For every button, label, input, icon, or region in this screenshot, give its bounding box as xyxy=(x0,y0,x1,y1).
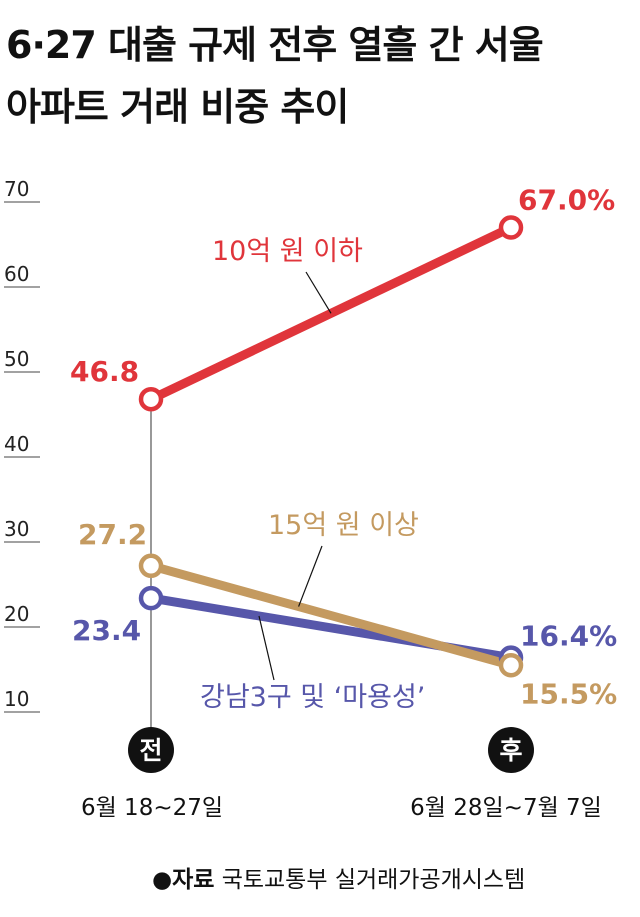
value-label-over-1-5b-before: 27.2 xyxy=(78,518,147,551)
category-date-after: 6월 28일~7월 7일 xyxy=(410,795,602,821)
point-gangnam-before xyxy=(138,585,164,611)
source-note: ●자료 국토교통부 실거래가공개시스템 xyxy=(152,860,525,894)
annotation-leaders xyxy=(258,271,332,681)
chart-title: 6·27 대출 규제 전후 열흘 간 서울 아파트 거래 비중 추이 xyxy=(6,14,636,138)
series-name-over-1-5b: 15억 원 이상 xyxy=(268,510,419,541)
point-under-1b-after xyxy=(498,215,524,240)
point-over-1-5b-after xyxy=(498,653,524,678)
value-label-over-1-5b-after: 15.5% xyxy=(520,677,617,710)
value-label-gangnam-before: 23.4 xyxy=(72,614,141,647)
category-badge-label-after: 후 xyxy=(499,736,522,765)
point-under-1b-before xyxy=(138,386,164,412)
leader-under-1b xyxy=(305,271,332,314)
y-tick-60: 60 xyxy=(4,262,29,286)
leader-gangnam xyxy=(258,615,275,681)
series-points xyxy=(138,215,524,678)
series-name-under-1b: 10억 원 이하 xyxy=(212,236,363,267)
category-badge-after xyxy=(488,727,534,773)
source-text: 국토교통부 실거래가공개시스템 xyxy=(221,867,526,893)
series-lines xyxy=(146,223,516,670)
y-axis-grid: 10 20 30 40 50 60 70 xyxy=(4,177,40,713)
category-badge-label-before: 전 xyxy=(139,736,162,765)
category-badge-before xyxy=(128,727,174,773)
leader-over-1-5b xyxy=(298,545,323,607)
series-name-gangnam: 강남3구 및 ‘마용성’ xyxy=(200,682,425,713)
point-over-1-5b-before xyxy=(138,553,164,579)
y-tick-70: 70 xyxy=(4,177,29,201)
category-date-before: 6월 18~27일 xyxy=(81,795,223,821)
y-tick-30: 30 xyxy=(4,517,29,541)
y-tick-50: 50 xyxy=(4,347,29,371)
value-label-gangnam-after: 16.4% xyxy=(520,620,617,653)
y-tick-40: 40 xyxy=(4,432,29,456)
category-badges: 전 6월 18~27일 후 6월 28일~7월 7일 xyxy=(81,727,602,821)
value-label-under-1b-before: 46.8 xyxy=(70,355,139,388)
y-tick-10: 10 xyxy=(4,687,29,711)
y-tick-20: 20 xyxy=(4,602,29,626)
title-line-1: 6·27 대출 규제 전후 열흘 간 서울 xyxy=(6,23,544,67)
title-line-2: 아파트 거래 비중 추이 xyxy=(6,85,349,129)
source-label: ●자료 xyxy=(152,867,215,893)
series-line-over-1-5b xyxy=(146,561,516,670)
value-label-under-1b-after: 67.0% xyxy=(518,184,615,217)
value-labels: 46.8 67.0% 27.2 15.5% 23.4 16.4% 10억 원 이하 15억 원… xyxy=(70,184,617,714)
